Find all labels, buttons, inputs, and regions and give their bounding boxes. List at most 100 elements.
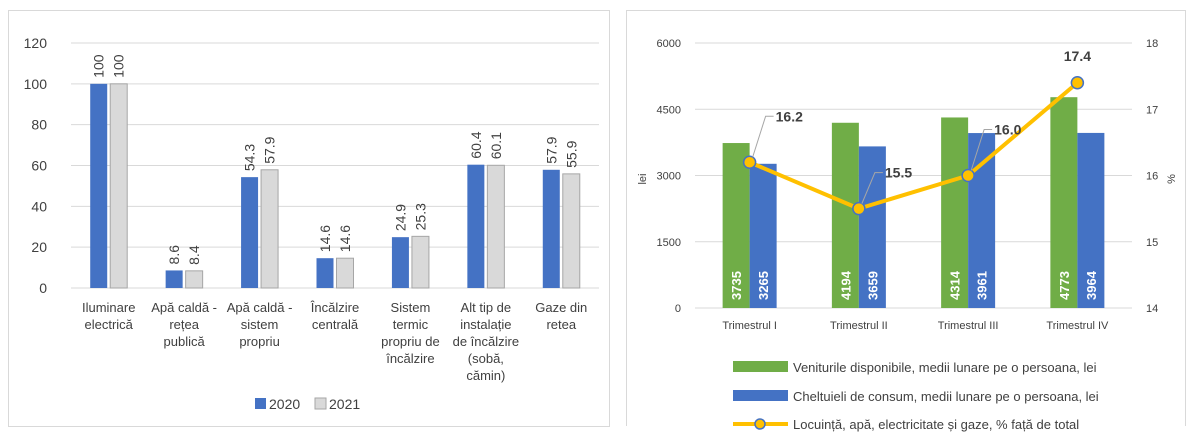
category-label-line: Încălzire — [310, 300, 359, 315]
category-label: Trimestrul II — [830, 320, 888, 332]
y-tick-label: 1500 — [657, 237, 681, 249]
line-marker — [961, 168, 975, 183]
bar — [722, 143, 750, 308]
category-label-line: propriu de — [381, 334, 440, 349]
data-label: 3735 — [729, 271, 744, 300]
bar — [260, 169, 279, 289]
leader-line — [970, 129, 993, 171]
legend-swatch-marker — [754, 418, 766, 430]
category-label-line: Alt tip de — [461, 300, 512, 315]
bar — [90, 83, 108, 288]
category-label: Alt tip de instalație de încălzire (sobă, că… — [453, 300, 519, 383]
bar — [411, 235, 430, 289]
y-tick-label: 60 — [31, 158, 47, 174]
line-data-label: 17.4 — [1064, 48, 1091, 64]
legend-label: 2020 — [269, 396, 300, 412]
category-label: Iluminare electrică — [82, 300, 135, 332]
y2-tick-label: 17 — [1146, 104, 1158, 116]
line-data-label: 16.0 — [994, 122, 1021, 138]
data-label: 54.3 — [242, 144, 258, 171]
category-label-line: instalație — [460, 317, 511, 332]
bar — [391, 237, 409, 288]
bar — [749, 163, 777, 308]
category-label-line: (sobă, — [468, 351, 504, 366]
legend-label: Veniturile disponibile, medii lunare pe … — [793, 360, 1097, 375]
bar — [336, 257, 354, 289]
y-tick-label: 120 — [24, 35, 48, 51]
bar — [165, 270, 183, 288]
category-label-line: rețea — [169, 317, 199, 332]
y-tick-label: 6000 — [657, 38, 681, 50]
y2-tick-label: 14 — [1146, 303, 1158, 315]
category-label-line: Gaze din — [535, 300, 587, 315]
data-label: 14.6 — [337, 225, 353, 252]
category-label-line: de încălzire — [453, 334, 519, 349]
y2-tick-label: 15 — [1146, 237, 1158, 249]
legend-swatch — [314, 397, 327, 410]
data-label: 4314 — [948, 270, 963, 300]
y-tick-label: 40 — [31, 198, 47, 214]
y2-tick-label: 18 — [1146, 38, 1158, 50]
line-series — [748, 81, 1079, 211]
category-label-line: încălzire — [385, 351, 434, 366]
bar — [1050, 97, 1078, 308]
y2-tick-label: 16 — [1146, 171, 1158, 183]
bar — [316, 258, 334, 288]
data-label: 60.1 — [488, 132, 504, 159]
legend-label: Locuință, apă, electricitate și gaze, % … — [793, 417, 1079, 432]
category-label: Apă caldă - rețea publică — [151, 300, 217, 349]
category-label: Sistem termic propriu de încălzire — [381, 300, 440, 366]
line-data-label: 16.2 — [776, 108, 803, 124]
legend-swatch — [733, 361, 788, 372]
data-label: 8.6 — [166, 245, 182, 265]
y-tick-label: 0 — [39, 280, 47, 296]
data-label: 4773 — [1057, 271, 1072, 300]
data-label: 8.4 — [186, 245, 202, 265]
category-label-line: termic — [393, 317, 429, 332]
category-label-line: electrică — [85, 317, 134, 332]
bar — [941, 117, 969, 308]
legend-swatch — [733, 390, 788, 401]
data-label: 57.9 — [543, 136, 559, 163]
bar — [185, 270, 204, 289]
line-marker — [742, 155, 757, 169]
data-label: 14.6 — [317, 225, 333, 252]
legend-label: 2021 — [329, 396, 360, 412]
chart-panel-housing-facilities: 0 20 40 60 80 100 120 100 100 Iluminare electrică 8… — [8, 10, 610, 427]
category-label-line: Sistem — [391, 300, 431, 315]
data-label: 55.9 — [563, 140, 579, 167]
legend-swatch — [255, 398, 266, 409]
bar — [467, 164, 485, 288]
category-label: Trimestrul I — [722, 320, 777, 332]
data-label: 24.9 — [392, 204, 408, 231]
bar — [486, 164, 505, 289]
category-label: Trimestrul IV — [1046, 320, 1109, 332]
bar — [1077, 132, 1105, 308]
category-label-line: retea — [546, 317, 576, 332]
data-label: 57.9 — [262, 136, 278, 163]
line-marker — [1070, 76, 1085, 90]
y2-axis-label: % — [1166, 174, 1178, 184]
y-tick-label: 20 — [31, 239, 47, 255]
data-label: 3265 — [756, 271, 771, 300]
category-label-line: centrală — [312, 317, 359, 332]
data-label: 4194 — [838, 270, 853, 300]
line-data-label: 15.5 — [885, 165, 912, 181]
bar — [241, 177, 259, 288]
category-label: Apă caldă - sistem propriu — [227, 300, 293, 349]
category-label-line: publică — [164, 334, 206, 349]
legend-label: Cheltuieli de consum, medii lunare pe o … — [793, 389, 1099, 404]
y-tick-label: 4500 — [657, 104, 681, 116]
bar — [858, 146, 886, 308]
bar — [831, 122, 859, 308]
bar — [562, 173, 581, 289]
category-label-line: sistem — [241, 317, 279, 332]
y-axis-label: lei — [637, 173, 649, 184]
data-label: 25.3 — [412, 203, 428, 230]
combo-chart-income-expenses: 0 1500 3000 4500 6000 14 15 16 17 18 lei % 3735 3265 T… — [637, 38, 1178, 432]
leader-line — [752, 115, 774, 158]
category-label: Gaze din retea — [535, 300, 587, 332]
data-label: 100 — [91, 54, 107, 78]
data-label: 60.4 — [468, 131, 484, 158]
